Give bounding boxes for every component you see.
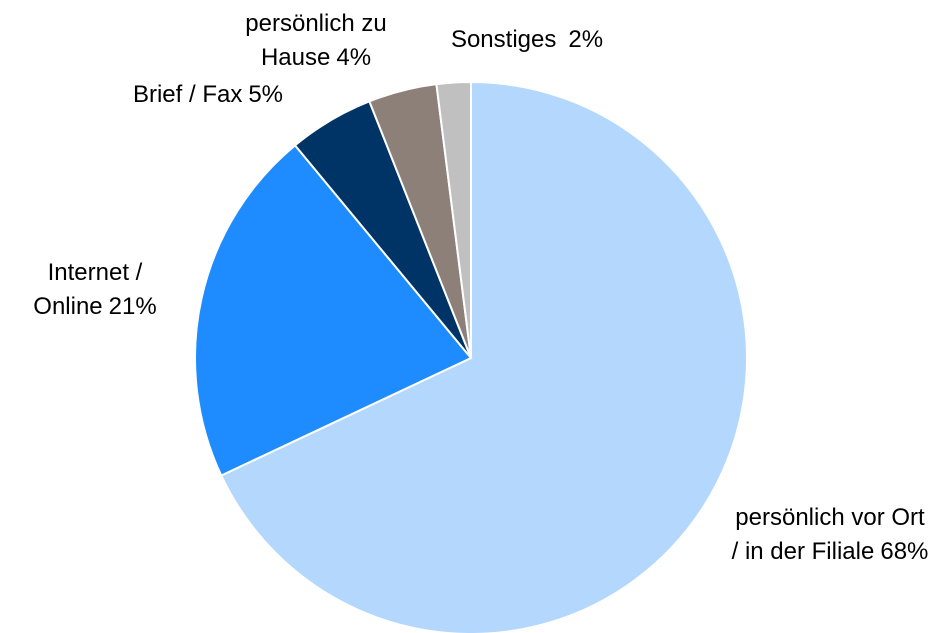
category-label: persönlich zu Hause [245,10,387,71]
value-label: 68% [880,538,929,565]
value-label: 2% [568,26,604,53]
slice-label: Internet / Online 21% [15,256,175,324]
category-label: Internet / Online [33,259,143,320]
value-label: 5% [248,81,284,108]
category-label: Brief / Fax [132,81,243,108]
value-label: 21% [108,293,157,320]
slice-label: Brief / Fax 5% [98,78,318,112]
category-label: persönlich vor Ort / in der Filiale [731,504,925,565]
pie-slice [435,80,472,359]
value-label: 4% [336,44,372,71]
category-label: Sonstiges [450,26,557,53]
pie-slice [194,143,473,477]
pie-slice [219,80,748,633]
slice-label: persönlich vor Ort / in der Filiale 68% [730,501,930,569]
slice-label: Sonstiges 2% [407,23,647,57]
slice-label: persönlich zu Hause 4% [221,7,411,75]
